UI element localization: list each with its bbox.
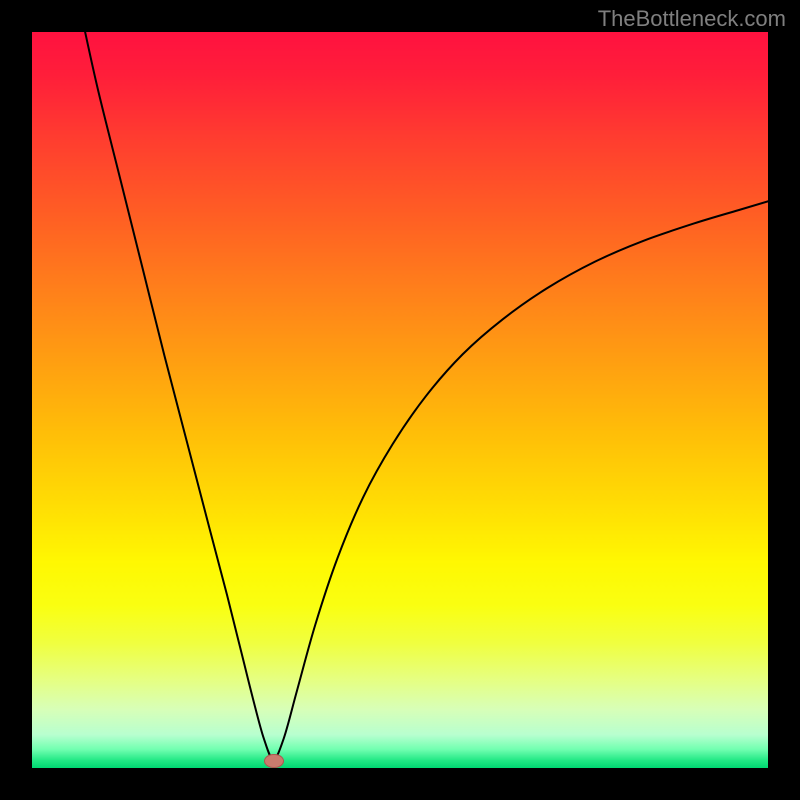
- vertex-marker: [264, 754, 284, 768]
- watermark-text: TheBottleneck.com: [598, 6, 786, 32]
- plot-area: [32, 32, 768, 768]
- bottleneck-curve: [32, 32, 768, 768]
